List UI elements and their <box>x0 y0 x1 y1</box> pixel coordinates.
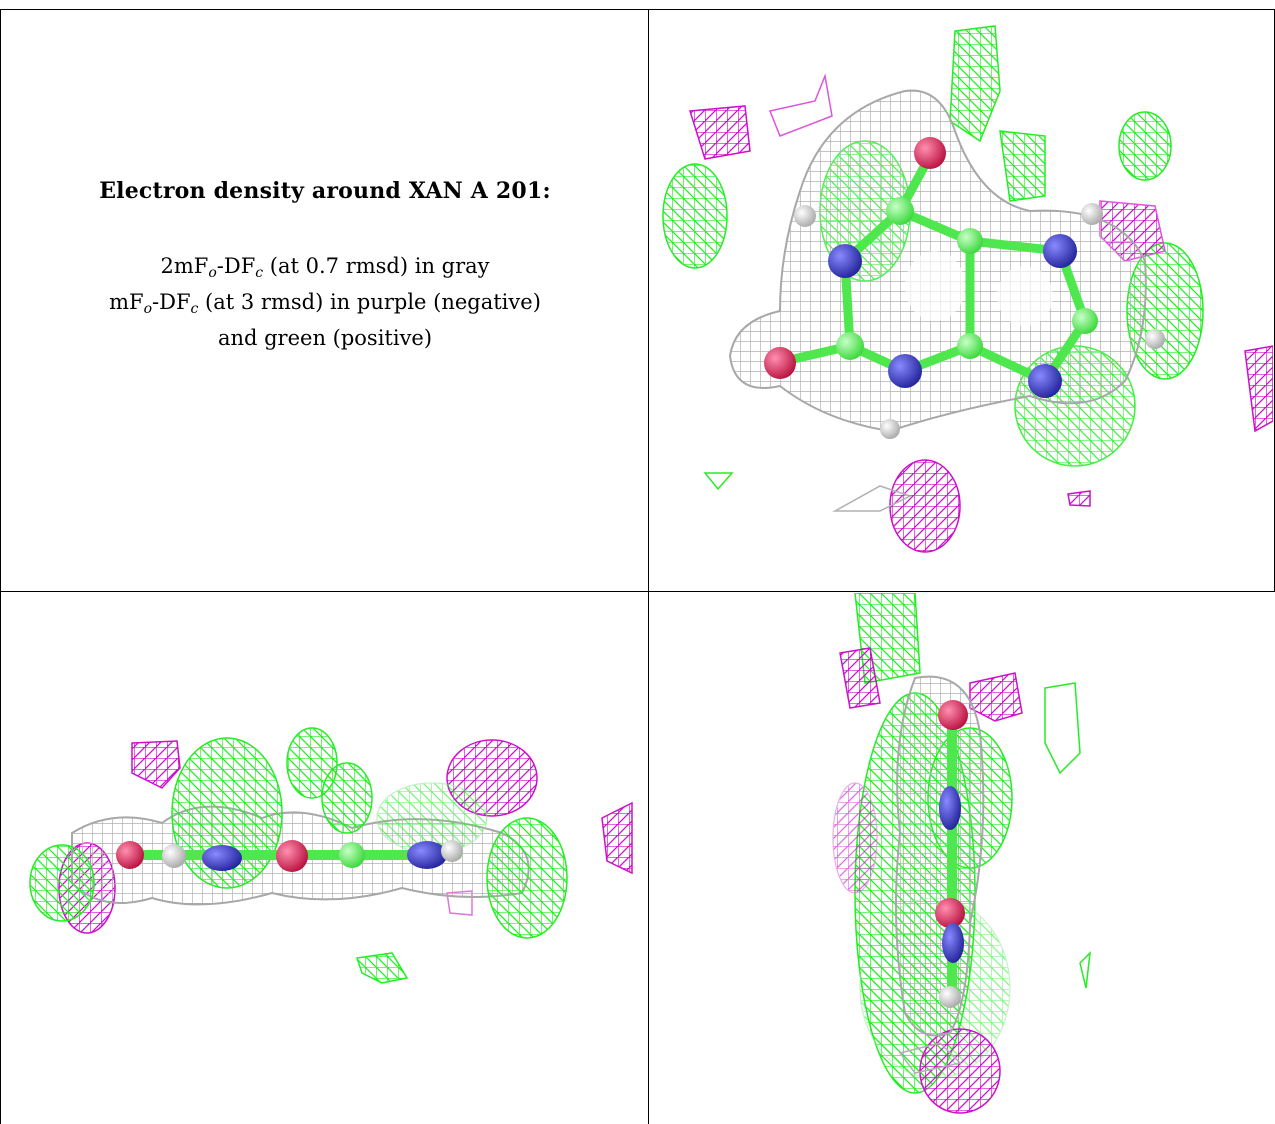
table-border-center <box>648 9 649 1124</box>
xanthine-molecule <box>116 840 463 872</box>
xanthine-molecule <box>935 700 968 1008</box>
view-side <box>650 593 1273 1124</box>
view-top-face <box>650 11 1273 590</box>
positive-density-mesh <box>29 727 568 984</box>
table-border-middle <box>0 591 1275 592</box>
caption-panel: Electron density around XAN A 201: 2mFo-… <box>40 178 610 353</box>
view-edge-on <box>2 593 647 1124</box>
caption-line-fofc: mFo-DFc (at 3 rmsd) in purple (negative) <box>109 290 541 317</box>
table-border-left <box>0 9 1 1124</box>
caption-line-colors: and green (positive) <box>217 326 433 350</box>
xanthine-molecule <box>764 137 1165 439</box>
caption-title: Electron density around XAN A 201: <box>99 178 551 204</box>
table-border-top <box>0 9 1275 10</box>
caption-line-2fofc: 2mFo-DFc (at 0.7 rmsd) in gray <box>160 254 490 281</box>
